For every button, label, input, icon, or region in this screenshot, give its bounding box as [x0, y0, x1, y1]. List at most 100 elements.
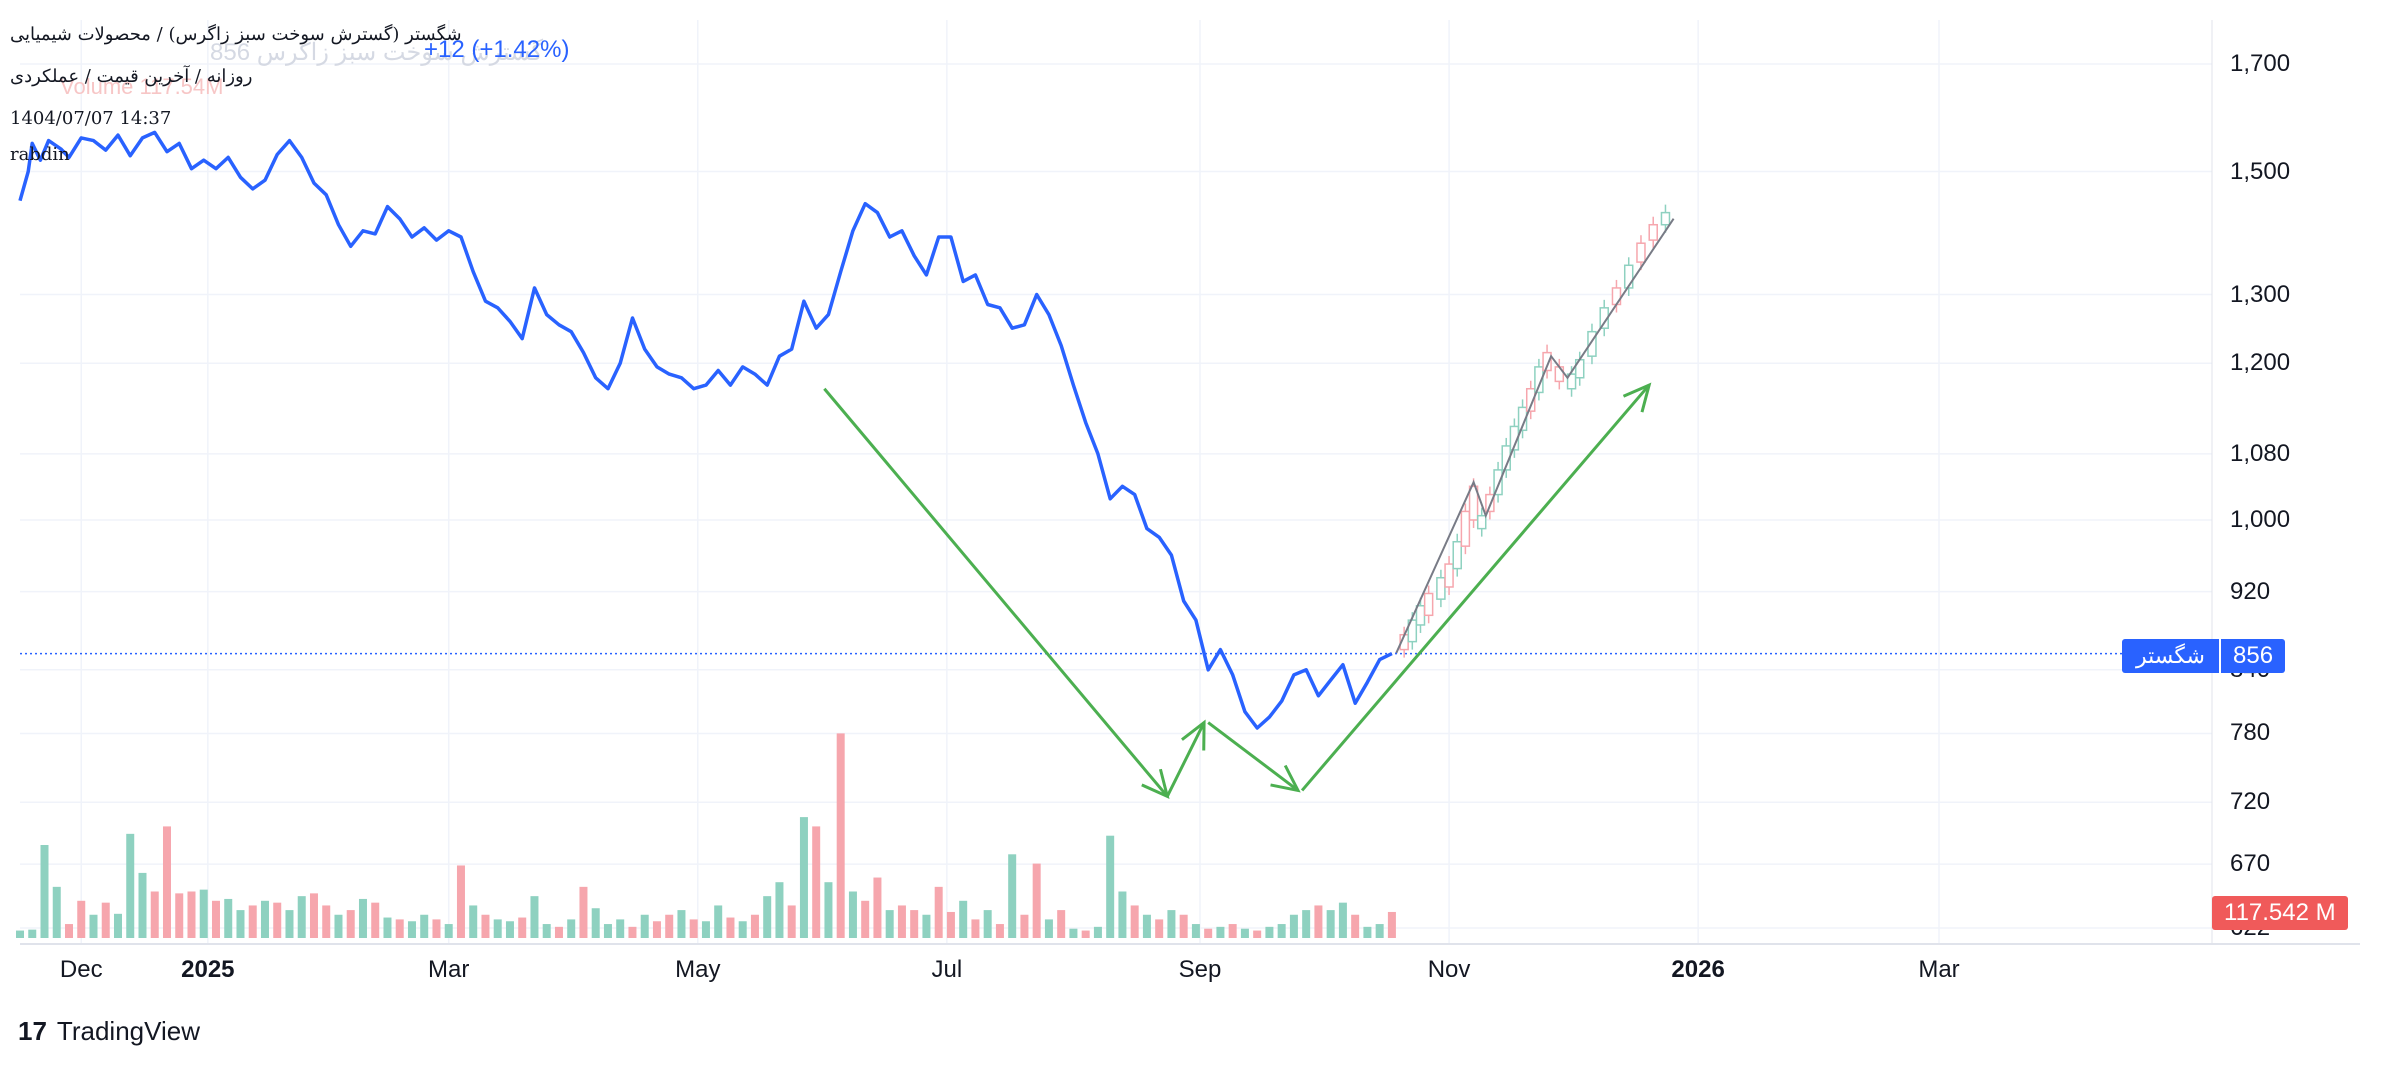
candle-body: [1468, 485, 1479, 521]
volume-bar: [922, 914, 931, 938]
volume-bar: [358, 898, 367, 938]
volume-bar: [1228, 924, 1237, 938]
volume-bar: [1387, 911, 1396, 938]
volume-bar: [1314, 905, 1323, 938]
candle-body: [1485, 493, 1495, 513]
volume-bar: [52, 886, 61, 938]
y-tick-label: 1,000: [2230, 505, 2291, 533]
volume-bar: [211, 900, 220, 938]
volume-bar: [1008, 854, 1017, 938]
volume-bar: [16, 930, 24, 938]
annotation-arrow: [823, 387, 1169, 798]
volume-bar: [934, 886, 943, 938]
candle-body: [1423, 592, 1434, 617]
tradingview-brand[interactable]: 17 TradingView: [18, 1016, 200, 1047]
volume-bar: [971, 919, 980, 938]
volume-bar: [603, 924, 612, 938]
volume-bar: [1179, 914, 1188, 938]
volume-bar: [1032, 863, 1041, 938]
y-tick-label: 780: [2230, 719, 2271, 747]
x-tick-label: 2025: [181, 956, 235, 983]
chart-grid: [20, 20, 2212, 944]
x-tick-label: Mar: [428, 956, 470, 983]
volume-bar: [309, 893, 318, 938]
volume-bar: [40, 845, 49, 938]
volume-bar: [1167, 910, 1176, 938]
volume-bar: [407, 921, 416, 938]
candle-body: [1415, 605, 1426, 626]
candle-body: [1566, 373, 1577, 390]
candle-body: [1493, 469, 1503, 496]
volume-bar: [101, 902, 110, 938]
symbol-title: شگستر (گسترش سوخت سبز زاگرس) / محصولات ش…: [10, 24, 462, 45]
price-line: [18, 130, 1393, 730]
volume-bar: [812, 826, 821, 938]
volume-bar: [1069, 928, 1078, 938]
y-tick-label: 1,300: [2230, 280, 2291, 308]
volume-bar: [1044, 919, 1053, 938]
annotation-arrow: [1300, 384, 1651, 792]
volume-bar: [371, 902, 380, 938]
volume-bar: [89, 914, 98, 938]
y-tick-label: 1,200: [2230, 349, 2291, 377]
candle-body: [1623, 264, 1634, 289]
projection-path: [1395, 218, 1675, 655]
volume-bar: [285, 910, 294, 938]
volume-bar: [542, 924, 551, 938]
volume-bar: [199, 889, 208, 938]
x-tick-label: Jul: [931, 956, 963, 983]
volume-bar: [677, 910, 686, 938]
ghost-symbol-text: 856 گسترش سوخت سبز زاگرس: [210, 39, 544, 66]
volume-bar: [824, 882, 833, 938]
volume-bar: [775, 882, 784, 938]
volume-bar: [248, 905, 257, 938]
candle-body: [1534, 366, 1544, 394]
volume-bar: [738, 921, 747, 938]
volume-bar: [701, 921, 710, 938]
volume-bar: [1375, 924, 1384, 938]
volume-bar: [28, 929, 37, 938]
volume-bar: [273, 902, 282, 938]
volume-bar: [628, 926, 637, 938]
volume-bar: [1216, 926, 1225, 938]
volume-bar: [187, 891, 196, 938]
volume-bar: [1302, 910, 1311, 938]
candle-body: [1525, 387, 1536, 412]
last-price-tag: شگستر 856: [2122, 639, 2286, 673]
volume-bar: [640, 914, 649, 938]
x-tick-label: Sep: [1178, 956, 1222, 983]
volume-bar: [481, 914, 490, 938]
candle-body: [1436, 576, 1446, 600]
last-price-value: 856: [2221, 639, 2286, 673]
volume-bar: [138, 872, 147, 938]
volume-bar: [848, 891, 857, 938]
volume-bar: [750, 914, 759, 938]
arrow-head: [1270, 764, 1301, 793]
candle-body: [1660, 211, 1671, 226]
volume-bar: [567, 919, 576, 938]
volume-bar: [420, 914, 429, 938]
volume-bar: [1020, 914, 1029, 938]
candle-body: [1476, 514, 1487, 530]
candle-body: [1611, 287, 1622, 306]
volume-bar: [1155, 919, 1164, 938]
volume-bar: [432, 919, 441, 938]
candle-body: [1460, 510, 1471, 547]
volume-bar: [616, 919, 625, 938]
annotation-arrow: [1165, 721, 1206, 797]
volume-bar: [113, 913, 122, 938]
x-tick-label: Nov: [1427, 956, 1471, 983]
volume-bar: [983, 910, 992, 938]
volume-bar: [1363, 926, 1372, 938]
candle-body: [1407, 619, 1418, 643]
volume-bar: [1289, 914, 1298, 938]
volume-bar: [1106, 835, 1115, 938]
volume-bar: [175, 893, 184, 938]
volume-bar: [297, 896, 306, 938]
volume-bar: [787, 905, 796, 938]
volume-bar: [395, 919, 404, 938]
volume-bar: [1265, 926, 1274, 938]
volume-bar: [1142, 914, 1151, 938]
candle-body: [1517, 406, 1528, 432]
